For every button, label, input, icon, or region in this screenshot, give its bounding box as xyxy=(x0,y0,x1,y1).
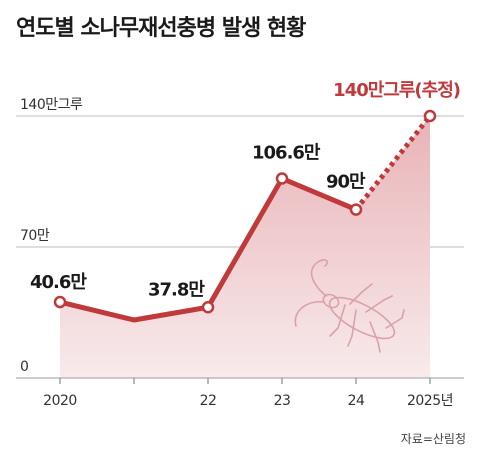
data-label: 40.6만 xyxy=(30,272,87,293)
data-point xyxy=(53,295,67,309)
source-note: 자료=산림청 xyxy=(400,432,466,446)
x-tick-label: 24 xyxy=(348,393,365,409)
y-tick-label: 0 xyxy=(20,359,28,375)
data-point xyxy=(349,203,363,216)
data-point xyxy=(275,172,289,185)
data-label: 90만 xyxy=(326,172,366,193)
series-line-estimated xyxy=(354,114,432,212)
x-tick-label: 2025년 xyxy=(407,393,453,409)
data-point xyxy=(201,301,215,314)
data-label: 37.8만 xyxy=(148,279,205,300)
data-label: 140만그루(추정) xyxy=(333,80,460,101)
x-tick-label: 2020 xyxy=(43,393,77,409)
data-point xyxy=(423,109,437,123)
x-tick-label: 22 xyxy=(200,393,217,409)
y-tick-label: 70만 xyxy=(20,228,50,244)
x-tick-label: 23 xyxy=(274,393,291,409)
beetle-illustration xyxy=(294,259,405,353)
chart-title: 연도별 소나무재선충병 발생 현황 xyxy=(16,16,306,41)
y-tick-label: 140만그루 xyxy=(20,97,83,113)
data-label: 106.6만 xyxy=(252,143,321,164)
